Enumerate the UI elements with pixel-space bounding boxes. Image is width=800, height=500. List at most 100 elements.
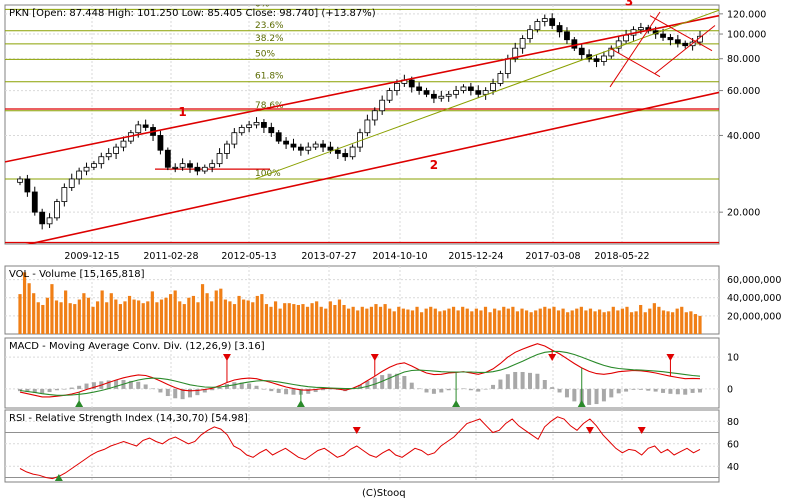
candle-body [601, 55, 607, 62]
volume-bar [155, 302, 159, 334]
candle-body [667, 37, 674, 41]
volume-bar [698, 315, 702, 334]
wave-label: 3 [625, 0, 633, 8]
macd-histogram-bar [239, 382, 244, 389]
volume-bar [483, 306, 488, 334]
volume-bar [132, 299, 136, 334]
volume-bar [588, 308, 593, 334]
candle-body [246, 124, 253, 128]
candle-body [290, 143, 297, 148]
macd-histogram-bar [690, 388, 695, 393]
volume-bar [552, 306, 556, 334]
volume-bar [342, 304, 346, 334]
macd-histogram-bar [210, 388, 215, 391]
volume-bar [214, 290, 218, 334]
volume-bar [620, 308, 625, 334]
rsi-overbought-marker [585, 427, 594, 434]
price-y-tick-label: 60.000 [727, 86, 760, 97]
macd-histogram-bar [646, 388, 651, 391]
macd-histogram-bar [402, 375, 407, 389]
macd-histogram-bar [409, 382, 414, 389]
macd-histogram-bar [47, 388, 52, 393]
volume-bar [260, 294, 264, 334]
volume-bar [456, 310, 460, 334]
price-y-tick-label: 20.000 [727, 208, 760, 219]
price-y-tick-label: 120.000 [727, 9, 766, 20]
volume-bar [273, 301, 278, 334]
candle-body [283, 140, 289, 145]
macd-histogram-bar [284, 388, 289, 395]
macd-histogram-bar [439, 388, 444, 393]
macd-histogram-bar [513, 371, 518, 389]
macd-histogram-bar [557, 388, 562, 393]
wave-cross-line [609, 47, 661, 78]
candle-body [231, 132, 238, 145]
macd-panel-title: MACD - Moving Average Conv. Div. (12,26,… [9, 341, 265, 352]
macd-histogram-bar [276, 388, 281, 393]
volume-bar [442, 310, 447, 334]
candle-body [490, 83, 496, 91]
volume-bar [86, 297, 91, 334]
wave-label: 2 [430, 158, 438, 172]
candle-body [187, 163, 193, 168]
candle-body [39, 211, 46, 225]
candle-body [24, 178, 31, 193]
candle-body [519, 38, 526, 49]
macd-histogram-bar [143, 384, 148, 389]
fib-level-label: 50% [255, 49, 275, 59]
macd-histogram-bar [40, 388, 45, 394]
macd-histogram-bar [616, 388, 621, 394]
macd-histogram-bar [624, 388, 629, 392]
x-tick-label: 2015-12-24 [448, 251, 503, 262]
macd-histogram-bar [542, 380, 547, 389]
candle-body [349, 146, 356, 158]
candle-body [216, 153, 223, 165]
volume-bar [629, 312, 634, 334]
candle-body [105, 153, 112, 158]
volume-bar [22, 272, 27, 334]
volume-bar [228, 301, 232, 334]
candle-body [564, 31, 570, 41]
x-tick-label: 2018-05-22 [594, 251, 649, 262]
x-tick-label: 2013-07-27 [301, 251, 356, 262]
candle-body [261, 122, 267, 128]
candle-body [467, 86, 474, 91]
candle-body [623, 34, 629, 42]
rsi-overbought-marker [352, 427, 361, 434]
volume-bar [18, 294, 22, 334]
volume-bar [210, 301, 214, 334]
volume-bar [365, 308, 369, 334]
volume-bar [602, 312, 606, 334]
volume-bar [529, 312, 533, 334]
macd-histogram-bar [528, 372, 532, 389]
candle-body [674, 39, 681, 44]
macd-histogram-bar [91, 382, 96, 389]
candle-body [120, 140, 127, 148]
macd-histogram-bar [572, 388, 577, 402]
candle-body [142, 124, 149, 128]
macd-histogram-bar [417, 388, 422, 390]
macd-histogram-bar [372, 377, 377, 389]
macd-histogram-bar [587, 388, 592, 405]
volume-bar [378, 306, 383, 334]
macd-histogram-bar [306, 388, 311, 394]
volume-bar [36, 302, 40, 334]
candle-body [113, 146, 119, 154]
macd-histogram-bar [491, 384, 496, 389]
candle-body [275, 132, 282, 142]
volume-bar [543, 306, 547, 334]
volume-bar [315, 301, 319, 334]
macd-y-tick-label: 0 [727, 384, 733, 395]
macd-histogram-bar [446, 388, 451, 391]
candle-body [135, 124, 142, 134]
volume-bar [360, 306, 364, 334]
macd-histogram-bar [77, 385, 82, 389]
candle-body [682, 42, 689, 47]
x-tick-label: 2014-10-10 [372, 251, 427, 262]
macd-histogram-bar [247, 383, 252, 389]
volume-bar [251, 302, 255, 334]
candle-body [497, 73, 504, 84]
volume-bar [607, 311, 611, 334]
volume-bar [625, 306, 629, 334]
